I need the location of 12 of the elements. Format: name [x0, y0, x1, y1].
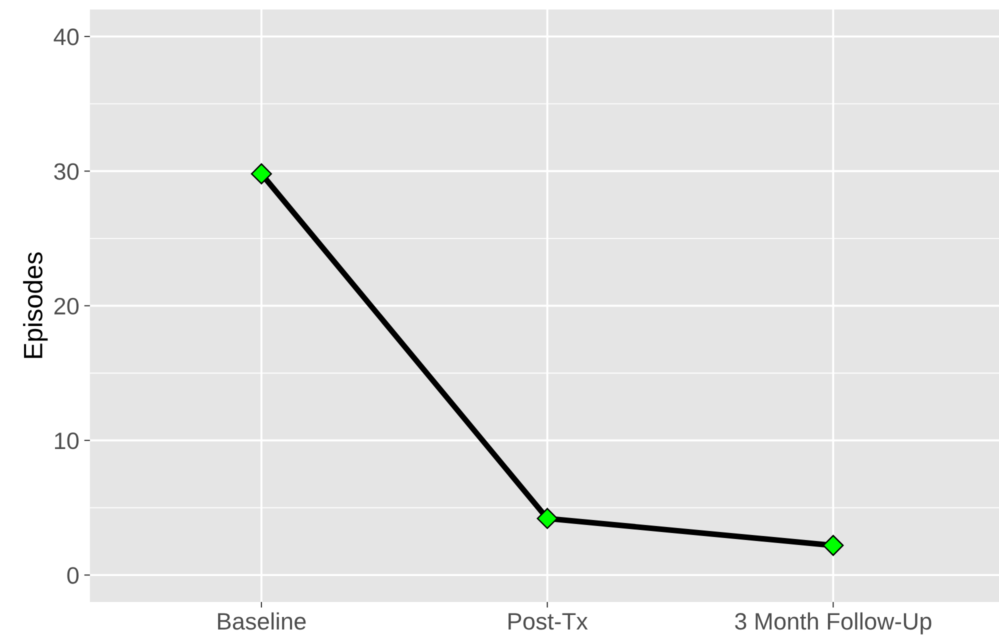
x-tick-label: Post-Tx	[508, 613, 588, 630]
y-tick-label: 40	[54, 28, 79, 46]
y-tick-label: 10	[55, 432, 79, 450]
point	[250, 163, 272, 184]
y-axis-title: Episodes	[23, 252, 48, 358]
y-tick-label: 20	[54, 298, 79, 315]
point	[822, 534, 844, 556]
y-tick-label: 30	[54, 163, 79, 180]
point	[536, 508, 558, 530]
x-tick-label: 3 Month Follow-Up	[735, 612, 932, 634]
y-tick-label: 0	[67, 567, 79, 584]
x-tick-label: Baseline	[218, 612, 306, 630]
